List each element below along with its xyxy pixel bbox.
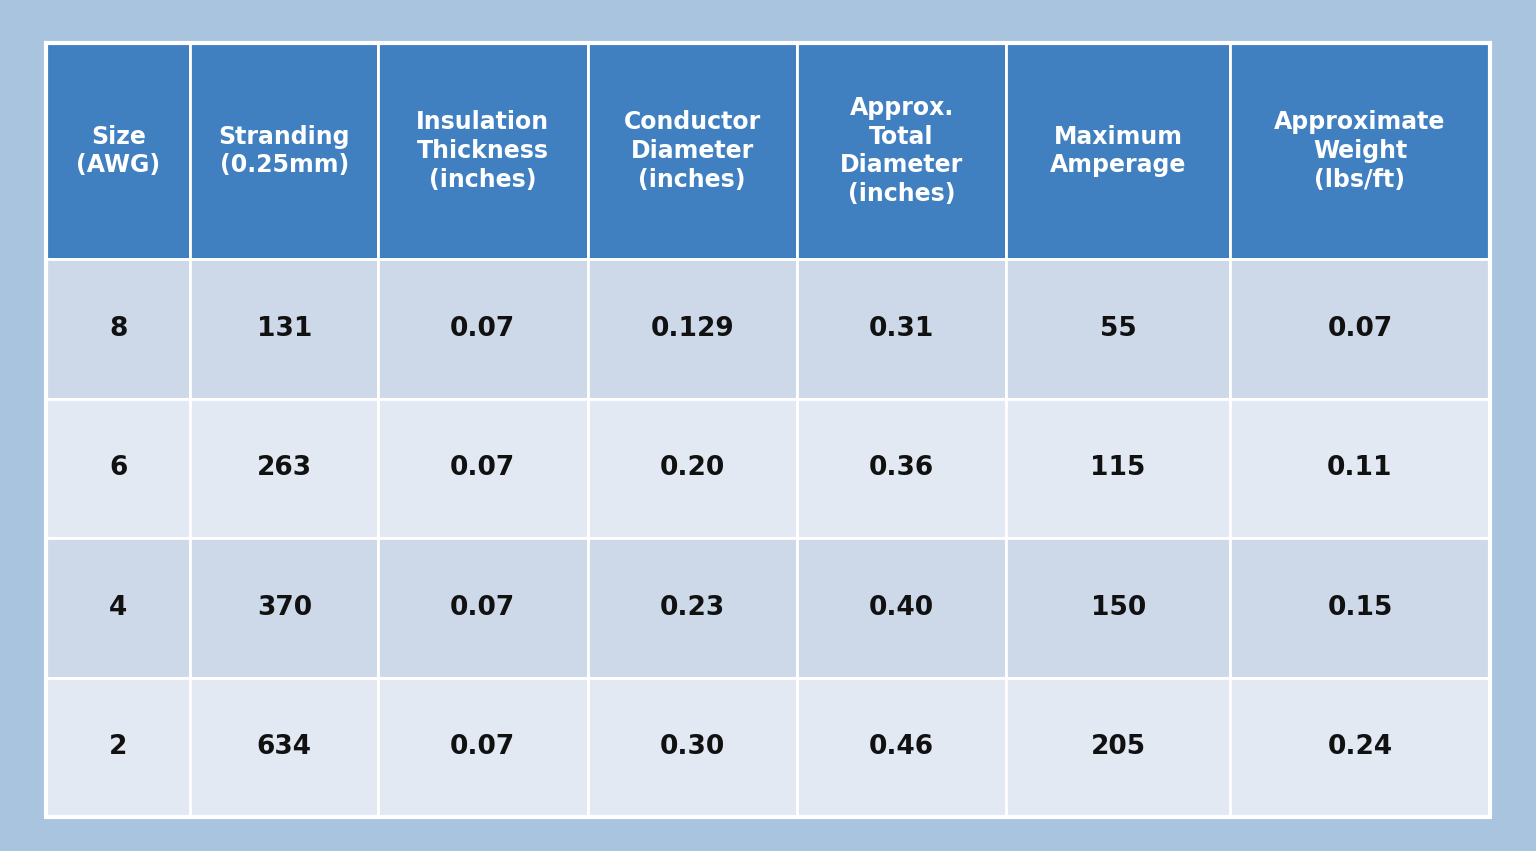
Bar xyxy=(587,538,797,677)
Text: 0.46: 0.46 xyxy=(869,734,934,760)
Text: 8: 8 xyxy=(109,316,127,342)
Text: 6: 6 xyxy=(109,455,127,482)
Text: 0.15: 0.15 xyxy=(1327,595,1393,621)
Text: 0.07: 0.07 xyxy=(450,595,516,621)
Bar xyxy=(797,677,1006,817)
Text: 115: 115 xyxy=(1091,455,1146,482)
Bar xyxy=(46,260,190,399)
Text: 0.07: 0.07 xyxy=(450,455,516,482)
Text: 0.36: 0.36 xyxy=(869,455,934,482)
Bar xyxy=(1230,43,1490,260)
Bar xyxy=(190,399,378,538)
Bar xyxy=(378,538,587,677)
Bar xyxy=(1230,538,1490,677)
Bar xyxy=(1006,260,1230,399)
Text: 2: 2 xyxy=(109,734,127,760)
Bar xyxy=(797,399,1006,538)
Text: 0.07: 0.07 xyxy=(450,316,516,342)
Bar xyxy=(190,677,378,817)
Bar xyxy=(587,43,797,260)
Text: 4: 4 xyxy=(109,595,127,621)
Text: 0.30: 0.30 xyxy=(659,734,725,760)
Bar xyxy=(378,260,587,399)
Text: 370: 370 xyxy=(257,595,312,621)
Text: Approximate
Weight
(lbs/ft): Approximate Weight (lbs/ft) xyxy=(1275,111,1445,191)
Bar xyxy=(1006,43,1230,260)
Bar xyxy=(46,538,190,677)
Bar xyxy=(46,677,190,817)
Bar xyxy=(378,677,587,817)
Bar xyxy=(1006,399,1230,538)
Text: 0.20: 0.20 xyxy=(659,455,725,482)
Text: 0.11: 0.11 xyxy=(1327,455,1393,482)
Text: 0.07: 0.07 xyxy=(1327,316,1393,342)
Bar xyxy=(1230,677,1490,817)
Text: 150: 150 xyxy=(1091,595,1146,621)
Bar xyxy=(378,399,587,538)
Text: Stranding
(0.25mm): Stranding (0.25mm) xyxy=(218,124,350,177)
Bar xyxy=(797,43,1006,260)
Bar xyxy=(797,260,1006,399)
Text: 0.23: 0.23 xyxy=(659,595,725,621)
Bar xyxy=(1006,538,1230,677)
Text: 0.31: 0.31 xyxy=(869,316,934,342)
Text: 0.24: 0.24 xyxy=(1327,734,1393,760)
Text: 0.40: 0.40 xyxy=(869,595,934,621)
Bar xyxy=(46,43,190,260)
Text: Maximum
Amperage: Maximum Amperage xyxy=(1051,124,1186,177)
Bar xyxy=(1006,677,1230,817)
Bar xyxy=(587,677,797,817)
Bar xyxy=(190,538,378,677)
Text: Conductor
Diameter
(inches): Conductor Diameter (inches) xyxy=(624,111,760,191)
Text: Approx.
Total
Diameter
(inches): Approx. Total Diameter (inches) xyxy=(840,96,963,206)
Text: Size
(AWG): Size (AWG) xyxy=(77,124,160,177)
Bar xyxy=(46,399,190,538)
Text: 0.129: 0.129 xyxy=(650,316,734,342)
Text: Insulation
Thickness
(inches): Insulation Thickness (inches) xyxy=(416,111,550,191)
Bar xyxy=(190,43,378,260)
Text: 55: 55 xyxy=(1100,316,1137,342)
Bar xyxy=(797,538,1006,677)
Text: 634: 634 xyxy=(257,734,312,760)
Bar xyxy=(587,399,797,538)
Bar xyxy=(190,260,378,399)
Text: 263: 263 xyxy=(257,455,312,482)
Text: 205: 205 xyxy=(1091,734,1146,760)
Bar xyxy=(1230,260,1490,399)
Bar xyxy=(587,260,797,399)
Bar xyxy=(378,43,587,260)
Bar xyxy=(1230,399,1490,538)
Text: 131: 131 xyxy=(257,316,312,342)
Text: 0.07: 0.07 xyxy=(450,734,516,760)
